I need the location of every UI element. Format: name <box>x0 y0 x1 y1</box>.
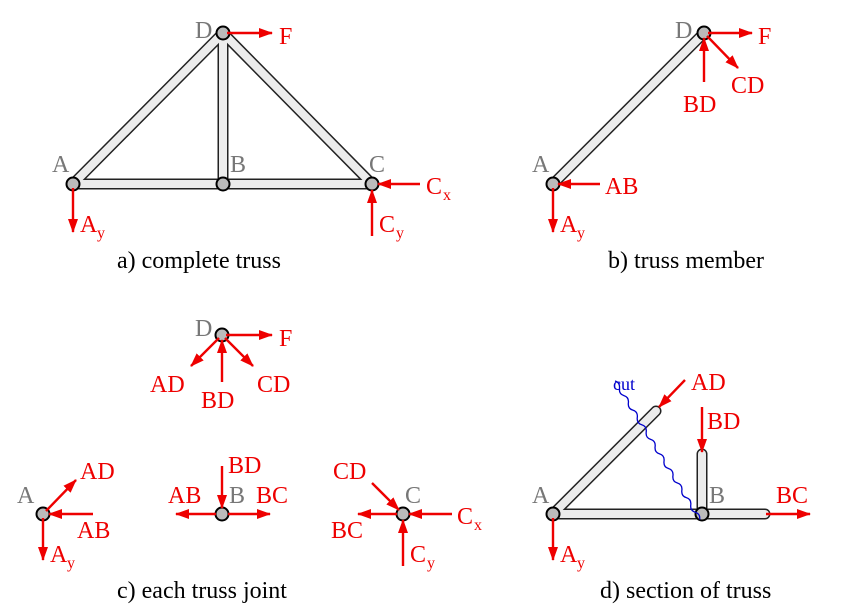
joint-b <box>215 176 231 192</box>
caption-d: d) section of truss <box>600 578 771 604</box>
force-ad-arrow <box>658 379 686 408</box>
free-body-joint-b: B BD AB BC <box>168 453 288 522</box>
force-cx-sub: x <box>474 517 482 534</box>
panel-section: A B cut AD BD BC A y d) section of truss <box>532 370 811 604</box>
force-bd-label: BD <box>683 92 716 118</box>
free-body-joint-d: D F AD BD CD <box>150 316 292 414</box>
label-d: D <box>675 18 692 44</box>
caption-c: c) each truss joint <box>117 578 287 604</box>
label-b: B <box>229 483 245 509</box>
force-ay-sub: y <box>577 555 585 572</box>
panel-each-joint: D F AD BD CD A AD AB A y B BD <box>17 316 482 604</box>
force-ay-label: A <box>560 542 578 568</box>
section-members <box>547 405 771 520</box>
force-cd-label: CD <box>257 372 290 398</box>
label-c: C <box>369 152 385 178</box>
force-f-label: F <box>279 326 292 352</box>
force-bd-label: BD <box>201 388 234 414</box>
joint-b <box>214 506 230 522</box>
force-cx-sub: x <box>443 187 451 204</box>
cut-line <box>614 380 701 520</box>
force-cd-arrow <box>371 482 400 511</box>
free-body-joint-a: A AD AB A y <box>17 459 115 572</box>
force-cy-label: C <box>410 542 426 568</box>
force-cx-label: C <box>457 504 473 530</box>
force-ab-label: AB <box>168 483 201 509</box>
force-f-label: F <box>758 24 771 50</box>
label-d: D <box>195 18 212 44</box>
force-cy-label: C <box>379 212 395 238</box>
force-bd-label: BD <box>228 453 261 479</box>
force-bd-label: BD <box>707 409 740 435</box>
label-a: A <box>532 152 550 178</box>
cut-label: cut <box>613 374 635 394</box>
force-cx-label: C <box>426 174 442 200</box>
label-d: D <box>195 316 212 342</box>
label-c: C <box>405 483 421 509</box>
label-a: A <box>17 483 35 509</box>
force-ay-sub: y <box>67 555 75 572</box>
force-bc-label: BC <box>776 483 808 509</box>
force-bc-label: BC <box>256 483 288 509</box>
force-cd-arrow <box>706 35 739 69</box>
caption-a: a) complete truss <box>117 248 281 274</box>
force-ay-sub: y <box>577 225 585 242</box>
force-ay-label: A <box>50 542 68 568</box>
label-b: B <box>230 152 246 178</box>
force-ad-label: AD <box>80 459 115 485</box>
force-ab-label: AB <box>605 174 638 200</box>
force-f-label: F <box>279 24 292 50</box>
force-ad-arrow <box>45 479 77 512</box>
panel-complete-truss: A B C D F A y C x C y a) complete truss <box>52 18 451 274</box>
free-body-joint-c: C CD BC C x C y <box>331 459 482 572</box>
label-b: B <box>709 483 725 509</box>
force-ad-label: AD <box>150 372 185 398</box>
force-cy-sub: y <box>396 225 404 242</box>
force-ad-label: AD <box>691 370 726 396</box>
force-ay-label: A <box>80 212 98 238</box>
force-ad-arrow <box>190 337 220 367</box>
force-cd-label: CD <box>731 73 764 99</box>
label-a: A <box>52 152 70 178</box>
panel-truss-member: A D F BD CD AB A y b) truss member <box>532 18 771 274</box>
force-bc-label: BC <box>331 518 363 544</box>
force-ay-sub: y <box>97 225 105 242</box>
truss-members <box>67 27 378 190</box>
force-ab-label: AB <box>77 518 110 544</box>
joint-b <box>694 506 710 522</box>
force-ay-label: A <box>560 212 578 238</box>
joint-c <box>364 176 380 192</box>
force-cy-sub: y <box>427 555 435 572</box>
label-a: A <box>532 483 550 509</box>
caption-b: b) truss member <box>608 248 764 274</box>
force-cd-arrow <box>224 337 254 367</box>
force-cd-label: CD <box>333 459 366 485</box>
